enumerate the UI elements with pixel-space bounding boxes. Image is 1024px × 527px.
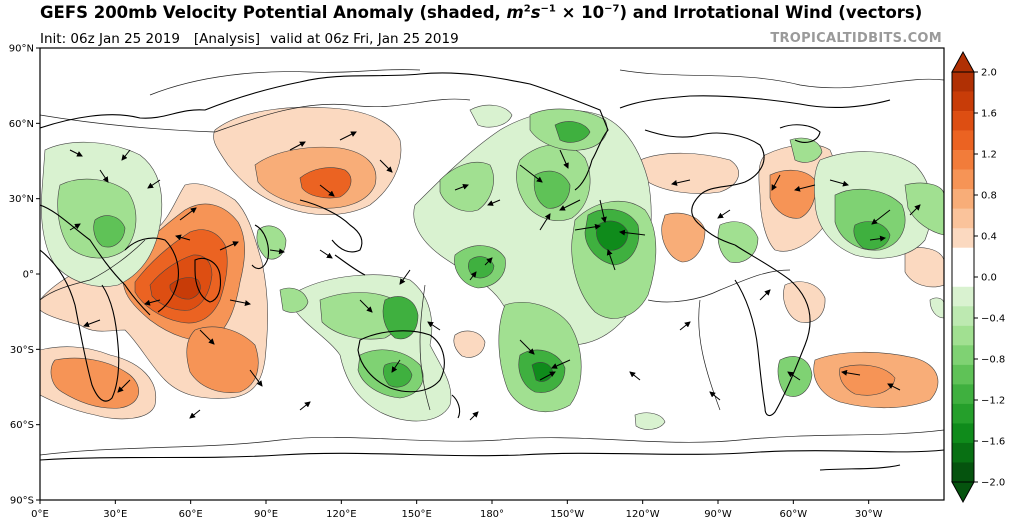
colorbar-segment [952,228,974,249]
colorbar-top-triangle [951,50,975,73]
colorbar-tick-label: 0.4 [981,232,997,243]
lat-tick-label: 60°S [10,420,34,431]
colorbar-segment [952,384,974,405]
colorbar-segment [952,150,974,170]
lat-tick-label: 60°N [9,119,34,130]
colorbar-segment [952,267,974,288]
lon-tick-label: 90°E [254,509,278,520]
lat-tick-label: 30°N [9,194,34,205]
colorbar-segment [952,462,974,483]
lon-tick-label: 0°E [31,509,49,520]
colorbar-tick-label: 1.2 [981,150,997,161]
colorbar-segment [952,345,974,366]
colorbar-tick-label: −0.4 [981,314,1005,325]
colorbar-tick-label: −1.6 [981,437,1005,448]
colorbar-tick-label: −2.0 [981,478,1005,489]
colorbar-segment [952,169,974,190]
wind-vectors [69,131,921,421]
lon-tick-label: 60°W [780,509,808,520]
lat-tick-label: 0° [23,270,34,281]
zero-contours [40,69,944,456]
lat-tick-label: 90°N [9,44,34,55]
colorbar: 2.0 1.6 1.2 0.8 0.4 0.0 −0.4 −0.8 −1.2 −1.6 −2.0 [951,50,1005,504]
lon-tick-label: 150°W [550,509,584,520]
positive-anomaly-shading [40,106,944,420]
colorbar-segment [952,72,974,92]
map-plot-area [40,48,944,500]
lat-tick-label: 90°S [10,496,34,507]
colorbar-segment [952,247,974,268]
run-type: [Analysis] [193,31,261,47]
colorbar-tick-label: 1.6 [981,109,997,120]
colorbar-bottom-triangle [951,481,975,504]
colorbar-segment [952,91,974,112]
colorbar-tick-label: −1.2 [981,396,1005,407]
lon-tick-label: 120°E [326,509,356,520]
lon-tick-label: 150°E [401,509,431,520]
colorbar-segment [952,364,974,385]
colorbar-tick-label: 2.0 [981,68,997,79]
valid-time: valid at 06z Fri, Jan 25 2019 [270,31,459,47]
coastlines [40,72,944,471]
longitude-axis: 0°E 30°E 60°E 90°E 120°E 150°E 180° 150°W 120°W 9… [31,500,883,520]
map-title: GEFS 200mb Velocity Potential Anomaly (s… [40,3,923,22]
colorbar-segment [952,442,974,463]
init-time: Init: 06z Jan 25 2019 [40,31,180,47]
lon-tick-label: 30°E [103,509,127,520]
colorbar-segment [952,286,974,307]
lon-tick-label: 60°E [179,509,203,520]
latitude-axis: 90°N 60°N 30°N 0° 30°S 60°S 90°S [9,44,40,507]
negative-anomaly-shading [41,104,944,430]
lon-tick-label: 90°W [704,509,732,520]
lon-tick-label: 30°W [855,509,883,520]
colorbar-segment [952,189,974,209]
colorbar-tick-label: 0.8 [981,191,997,202]
colorbar-segment [952,325,974,346]
colorbar-tick-label: −0.8 [981,355,1005,366]
lat-tick-label: 30°S [10,345,34,356]
colorbar-segment [952,306,974,327]
run-info: Init: 06z Jan 25 2019 [Analysis] valid at … [40,31,459,47]
colorbar-tick-label: 0.0 [981,273,997,284]
lon-tick-label: 120°W [626,509,660,520]
colorbar-segment [952,130,974,151]
colorbar-segment [952,208,974,229]
colorbar-segment [952,403,974,424]
site-credit: TROPICALTIDBITS.COM [770,31,942,46]
colorbar-segment [952,423,974,444]
colorbar-segment [952,111,974,131]
lon-tick-label: 180° [480,509,504,520]
